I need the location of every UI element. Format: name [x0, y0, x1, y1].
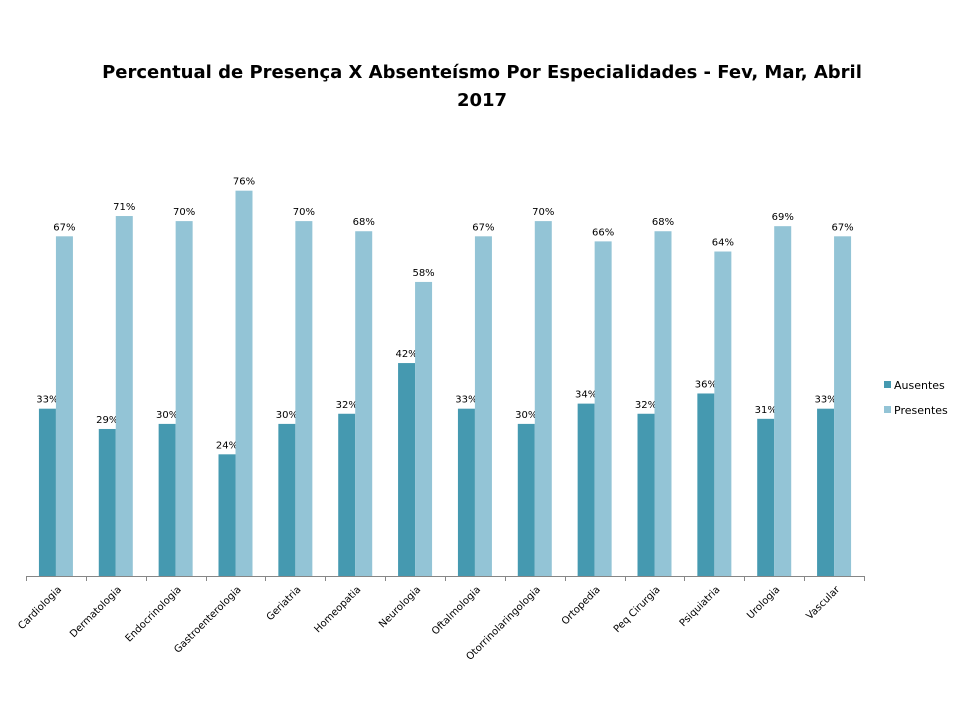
- data-label-presentes-1: 71%: [113, 202, 135, 213]
- x-tick-label-2: Endocrinologia: [124, 584, 184, 644]
- data-label-ausentes-12: 31%: [755, 405, 777, 416]
- bar-ausentes-12: [757, 418, 775, 576]
- x-tick-label-5: Homeopatia: [312, 584, 363, 635]
- data-label-ausentes-8: 30%: [515, 410, 537, 421]
- chart-title-line2: 2017: [457, 90, 507, 111]
- x-tick-label-13: Vascular: [805, 584, 843, 622]
- bar-presentes-6: [415, 281, 433, 576]
- data-label-presentes-7: 67%: [472, 222, 494, 233]
- bar-ausentes-1: [98, 428, 116, 576]
- bar-presentes-13: [834, 236, 852, 576]
- data-label-presentes-8: 70%: [532, 207, 554, 218]
- bar-ausentes-13: [817, 408, 835, 576]
- bar-ausentes-6: [398, 363, 416, 576]
- chart-title: Percentual de Presença X Absenteísmo Por…: [102, 62, 862, 83]
- x-tick-label-7: Oftalmologia: [430, 584, 483, 637]
- bar-ausentes-5: [338, 413, 356, 576]
- data-label-presentes-0: 67%: [53, 222, 75, 233]
- bar-presentes-2: [175, 221, 193, 576]
- bar-presentes-0: [55, 236, 73, 576]
- data-label-ausentes-13: 33%: [814, 395, 836, 406]
- data-label-ausentes-3: 24%: [216, 440, 238, 451]
- data-label-ausentes-5: 32%: [336, 400, 358, 411]
- data-label-presentes-13: 67%: [831, 222, 853, 233]
- bar-presentes-7: [474, 236, 492, 576]
- bar-ausentes-4: [278, 423, 296, 576]
- bar-presentes-8: [534, 221, 552, 576]
- data-label-presentes-2: 70%: [173, 207, 195, 218]
- data-label-presentes-6: 58%: [412, 268, 434, 279]
- data-label-presentes-11: 64%: [712, 238, 734, 249]
- bar-ausentes-10: [637, 413, 655, 576]
- bar-ausentes-0: [38, 408, 56, 576]
- legend-swatch-presentes: [884, 406, 891, 413]
- bar-presentes-9: [594, 241, 612, 576]
- bar-presentes-1: [115, 216, 133, 576]
- x-tick-label-9: Ortopedia: [560, 584, 603, 627]
- x-tick-label-12: Urologia: [745, 584, 782, 621]
- bar-ausentes-11: [697, 393, 715, 576]
- x-tick-label-11: Psiquiatria: [678, 584, 723, 629]
- data-label-ausentes-0: 33%: [36, 395, 58, 406]
- bar-presentes-10: [654, 231, 672, 577]
- bar-presentes-12: [774, 226, 792, 577]
- bar-ausentes-7: [457, 408, 475, 576]
- data-label-ausentes-1: 29%: [96, 415, 118, 426]
- x-tick-label-10: Peq Cirurgia: [612, 584, 663, 635]
- bar-ausentes-2: [158, 423, 176, 576]
- x-tick-label-3: Gastroenterologia: [172, 584, 243, 655]
- data-label-ausentes-7: 33%: [455, 395, 477, 406]
- data-label-ausentes-10: 32%: [635, 400, 657, 411]
- x-tick-label-0: Cardiologia: [16, 584, 64, 632]
- data-label-presentes-5: 68%: [353, 217, 375, 228]
- legend: Ausentes Presentes: [884, 379, 948, 417]
- x-tick-label-6: Neurologia: [377, 584, 423, 630]
- data-label-ausentes-11: 36%: [695, 379, 717, 390]
- bar-presentes-3: [235, 190, 253, 576]
- data-label-ausentes-2: 30%: [156, 410, 178, 421]
- data-label-presentes-4: 70%: [293, 207, 315, 218]
- bar-presentes-5: [355, 231, 373, 577]
- bar-ausentes-3: [218, 454, 236, 576]
- legend-label-presentes: Presentes: [894, 404, 948, 417]
- plot-area: 33% 67% 29% 71% 30% 70% 24% 76% 30% 70% 32% 68% 42% 5…: [16, 177, 865, 663]
- data-label-presentes-10: 68%: [652, 217, 674, 228]
- data-label-ausentes-6: 42%: [395, 349, 417, 360]
- legend-label-ausentes: Ausentes: [894, 379, 945, 392]
- data-label-ausentes-9: 34%: [575, 390, 597, 401]
- legend-swatch-ausentes: [884, 381, 891, 388]
- bar-ausentes-9: [577, 403, 595, 576]
- data-label-presentes-3: 76%: [233, 177, 255, 188]
- bar-ausentes-8: [517, 423, 535, 576]
- bar-presentes-11: [714, 251, 732, 576]
- x-tick-label-1: Dermatologia: [68, 584, 124, 640]
- data-label-presentes-9: 66%: [592, 227, 614, 238]
- data-label-presentes-12: 69%: [772, 212, 794, 223]
- bar-presentes-4: [295, 221, 313, 576]
- x-tick-label-4: Geriatria: [265, 584, 304, 623]
- data-label-ausentes-4: 30%: [276, 410, 298, 421]
